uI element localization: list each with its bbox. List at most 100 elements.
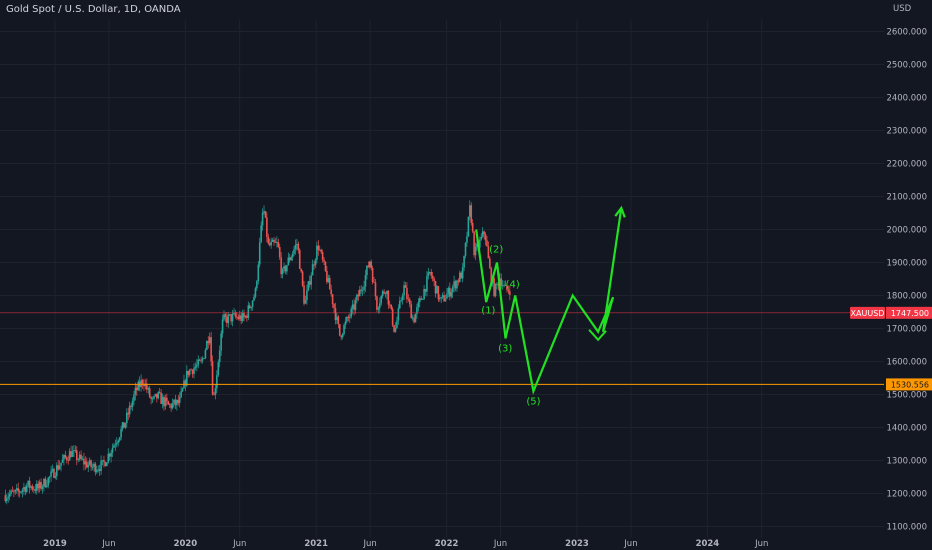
candle-body (327, 277, 330, 283)
time-axis[interactable]: 2019 Jun 2020 Jun 2021 Jun 2022 Jun 2023 Jun 2024 J… (43, 539, 768, 549)
candle-body (118, 437, 121, 441)
candle-body (136, 387, 138, 391)
candle-body (226, 316, 228, 324)
candle-body (25, 485, 28, 492)
candle-body (15, 488, 18, 491)
candle-body (318, 249, 321, 251)
candle-body (148, 388, 151, 398)
candle-body (85, 461, 88, 468)
candle-body (308, 281, 311, 285)
candle-body (101, 460, 104, 461)
candle-body (336, 316, 338, 321)
time-tick-label: Jun (101, 539, 115, 549)
candle-body (443, 295, 445, 302)
candle-body (364, 275, 367, 287)
wave-label: (3) (498, 344, 512, 355)
candle-body (258, 242, 261, 265)
candle-body (58, 465, 61, 470)
candle-body (260, 225, 262, 243)
projection-drawing[interactable]: (1) (2) (3) (4) (5) (475, 205, 626, 407)
elliott-wave-projection[interactable] (475, 207, 623, 396)
candle-body (374, 282, 377, 297)
candle-body (134, 387, 137, 395)
candle-body (501, 285, 504, 287)
candle-body (218, 350, 221, 363)
candle-body (214, 388, 217, 395)
candle-body (64, 454, 67, 458)
candle-body (376, 296, 378, 310)
candle-body (120, 429, 122, 438)
candle-body (420, 298, 423, 300)
candle-body (306, 290, 308, 301)
candle-body (418, 298, 421, 303)
candle-body (23, 487, 25, 490)
price-axis[interactable]: 2600.000 2500.000 2400.000 2300.000 2200.000… (886, 4, 927, 533)
candle-body (383, 291, 385, 294)
candle-body (103, 460, 105, 463)
candle-body (250, 306, 252, 309)
candle-body (378, 303, 381, 308)
candle-body (264, 211, 267, 218)
candle-body (414, 313, 417, 323)
time-tick-label: 2022 (435, 539, 459, 549)
candle-body (474, 246, 477, 256)
candle-body (351, 304, 354, 309)
candle-body (177, 399, 180, 404)
candle-body (240, 315, 242, 321)
candle-body (65, 457, 68, 461)
candle-body (176, 399, 178, 406)
candle-body (180, 391, 182, 398)
candle-body (35, 483, 38, 491)
candle-body (54, 475, 57, 478)
candle-body (198, 359, 201, 361)
candle-body (98, 469, 101, 471)
candle-body (4, 495, 7, 502)
candle-body (294, 244, 297, 250)
candle-body (71, 451, 74, 457)
candle-body (53, 469, 55, 478)
candle-body (266, 217, 268, 237)
candle-body (506, 285, 508, 290)
candle-body (108, 453, 111, 457)
candle-body (141, 380, 144, 385)
candle-body (236, 316, 238, 318)
price-tick-label: 1500.000 (886, 391, 927, 401)
candles (4, 200, 511, 505)
price-tick-label: 1100.000 (886, 523, 927, 533)
candle-body (406, 287, 408, 300)
candle-body (221, 319, 224, 334)
candle-body (417, 302, 420, 308)
candle-body (28, 480, 31, 488)
time-tick-label: Jun (232, 539, 246, 549)
candle-body (471, 222, 474, 232)
candle-body (186, 370, 188, 386)
candle-body (18, 491, 21, 493)
candle-body (27, 480, 30, 486)
candle-body (247, 305, 250, 318)
candle-body (456, 280, 458, 289)
candle-body (128, 405, 131, 415)
candle-body (483, 231, 485, 235)
candle-body (257, 264, 260, 282)
candle-body (11, 490, 14, 492)
candle-body (280, 257, 282, 275)
candle-body (324, 261, 327, 272)
candle-body (307, 281, 310, 291)
price-lines (0, 312, 884, 385)
price-tick-label: 2300.000 (886, 127, 927, 137)
candle-body (284, 266, 287, 272)
candle-body (290, 257, 292, 261)
candle-body (114, 444, 117, 446)
candle-body (67, 460, 70, 461)
candle-body (486, 240, 488, 247)
candle-body (220, 333, 222, 351)
candle-body (37, 483, 40, 489)
candle-body (334, 308, 337, 321)
candle-body (441, 295, 444, 298)
candle-body (268, 243, 271, 246)
candle-body (321, 251, 324, 260)
wave-label: (1) (481, 306, 495, 317)
candle-body (8, 494, 11, 497)
